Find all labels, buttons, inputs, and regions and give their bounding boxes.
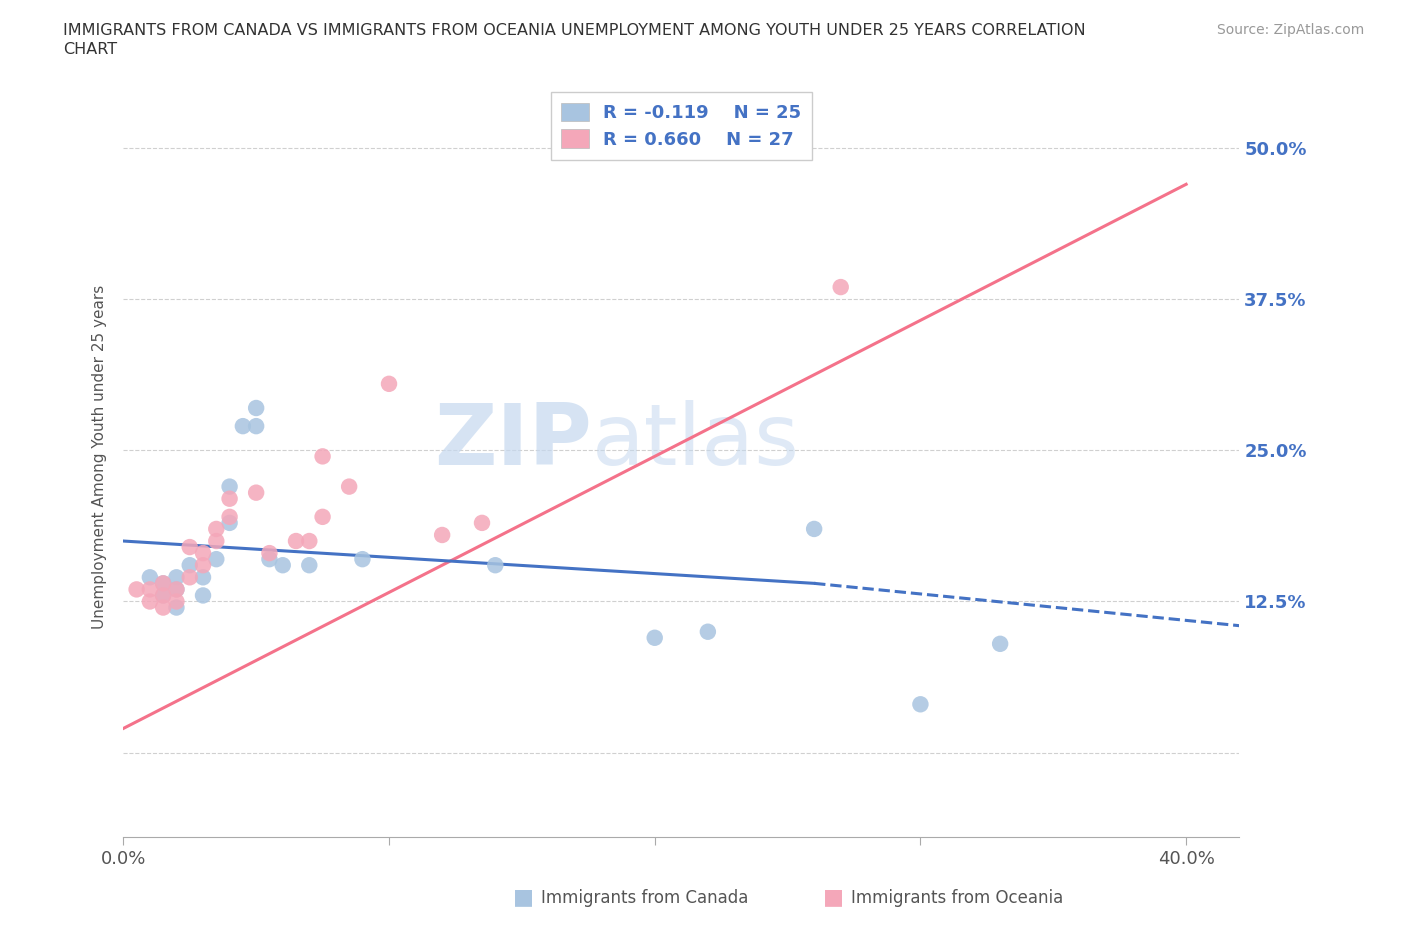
Y-axis label: Unemployment Among Youth under 25 years: Unemployment Among Youth under 25 years xyxy=(93,285,107,629)
Point xyxy=(259,551,281,566)
Point xyxy=(232,418,254,433)
Point xyxy=(910,697,932,711)
Text: ZIP: ZIP xyxy=(434,400,592,483)
Text: Immigrants from Canada: Immigrants from Canada xyxy=(541,889,748,907)
Text: IMMIGRANTS FROM CANADA VS IMMIGRANTS FROM OCEANIA UNEMPLOYMENT AMONG YOUTH UNDER: IMMIGRANTS FROM CANADA VS IMMIGRANTS FRO… xyxy=(63,23,1085,38)
Point xyxy=(484,558,506,573)
Point xyxy=(830,280,852,295)
Text: Source: ZipAtlas.com: Source: ZipAtlas.com xyxy=(1216,23,1364,37)
Point xyxy=(179,570,201,585)
Point xyxy=(218,510,240,525)
Point xyxy=(218,479,240,494)
Point xyxy=(152,576,174,591)
Point xyxy=(152,588,174,603)
Point xyxy=(259,546,281,561)
Point xyxy=(298,558,321,573)
Point xyxy=(696,624,718,639)
Text: ■: ■ xyxy=(513,886,534,907)
Point xyxy=(179,539,201,554)
Point xyxy=(191,546,214,561)
Point xyxy=(152,576,174,591)
Point xyxy=(644,631,666,645)
Point xyxy=(191,570,214,585)
Point xyxy=(311,449,333,464)
Point xyxy=(152,588,174,603)
Point xyxy=(165,570,187,585)
Point xyxy=(245,485,267,500)
Point xyxy=(165,600,187,615)
Point xyxy=(165,582,187,597)
Text: atlas: atlas xyxy=(592,400,800,483)
Point xyxy=(311,510,333,525)
Point xyxy=(139,594,162,609)
Text: ■: ■ xyxy=(823,886,844,907)
Point xyxy=(337,479,360,494)
Point xyxy=(271,558,294,573)
Text: CHART: CHART xyxy=(63,42,117,57)
Point xyxy=(205,534,228,549)
Point xyxy=(165,594,187,609)
Point xyxy=(471,515,494,530)
Point xyxy=(352,551,374,566)
Point xyxy=(430,527,453,542)
Point xyxy=(205,522,228,537)
Text: Immigrants from Oceania: Immigrants from Oceania xyxy=(851,889,1063,907)
Point xyxy=(139,582,162,597)
Point xyxy=(179,558,201,573)
Point xyxy=(139,570,162,585)
Point xyxy=(988,636,1011,651)
Legend: R = -0.119    N = 25, R = 0.660    N = 27: R = -0.119 N = 25, R = 0.660 N = 27 xyxy=(551,92,811,160)
Point xyxy=(803,522,825,537)
Point xyxy=(205,551,228,566)
Point xyxy=(218,515,240,530)
Point xyxy=(285,534,308,549)
Point xyxy=(191,558,214,573)
Point xyxy=(218,491,240,506)
Point xyxy=(152,600,174,615)
Point xyxy=(298,534,321,549)
Point xyxy=(378,377,401,392)
Point xyxy=(191,588,214,603)
Point xyxy=(165,582,187,597)
Point xyxy=(245,418,267,433)
Point xyxy=(125,582,148,597)
Point xyxy=(245,401,267,416)
